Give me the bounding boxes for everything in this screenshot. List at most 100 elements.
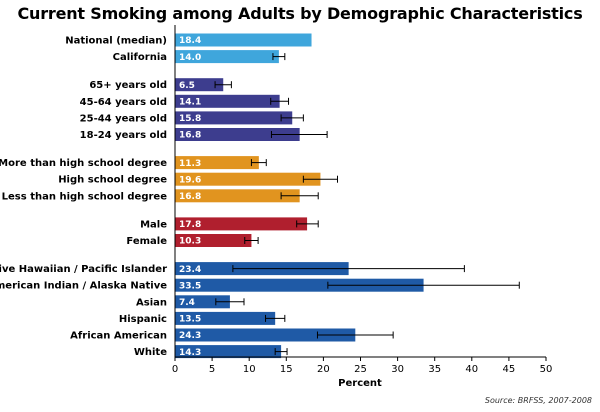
x-tick-label: 0 xyxy=(172,364,178,375)
bar-row: Male 17.8 xyxy=(140,217,319,231)
category-label: Native Hawaiian / Pacific Islander xyxy=(0,264,167,275)
bar xyxy=(175,128,300,141)
bar-value-label: 16.8 xyxy=(179,131,201,141)
bar-value-label: 10.3 xyxy=(179,237,201,247)
error-bar xyxy=(280,114,304,122)
category-label: More than high school degree xyxy=(0,158,167,169)
bar-row: Less than high school degree 16.8 xyxy=(2,189,319,203)
bar-value-label: 16.8 xyxy=(179,192,201,202)
bar-row: National (median) 18.4 xyxy=(65,33,312,47)
bar-value-label: 15.8 xyxy=(179,114,201,124)
category-label: Hispanic xyxy=(119,314,167,325)
x-tick-label: 15 xyxy=(280,364,293,375)
category-label: 18-24 years old xyxy=(80,130,167,141)
bar-value-label: 24.3 xyxy=(179,331,201,341)
bar-row: American Indian / Alaska Native 33.5 xyxy=(0,278,520,292)
category-label: 65+ years old xyxy=(89,80,167,91)
bar-value-label: 14.1 xyxy=(179,98,201,108)
error-bar xyxy=(214,81,232,89)
x-tick-label: 25 xyxy=(354,364,367,375)
chart-title: Current Smoking among Adults by Demograp… xyxy=(17,4,583,23)
error-bar xyxy=(272,53,286,61)
x-tick-label: 40 xyxy=(465,364,478,375)
error-bar xyxy=(316,331,394,339)
error-bar xyxy=(232,265,465,273)
category-label: National (median) xyxy=(65,36,167,47)
bar-row: 65+ years old 6.5 xyxy=(89,78,232,92)
bar-value-label: 14.3 xyxy=(179,348,201,358)
source-note: Source: BRFSS, 2007-2008 xyxy=(484,396,592,405)
error-bar xyxy=(274,348,288,356)
bar-row: African American 24.3 xyxy=(70,328,394,342)
bar-row: Asian 7.4 xyxy=(136,295,245,309)
bar xyxy=(175,172,321,186)
x-tick-label: 45 xyxy=(503,364,516,375)
bar-row: 45-64 years old 14.1 xyxy=(80,94,290,108)
bar-row: Female 10.3 xyxy=(126,234,259,247)
bar xyxy=(175,311,276,325)
x-axis: 0 5 10 15 20 25 30 35 40 45 50 xyxy=(172,25,553,375)
category-label: White xyxy=(134,347,167,358)
category-label: African American xyxy=(70,331,167,342)
bar-row: Hispanic 13.5 xyxy=(119,311,286,325)
category-label: California xyxy=(113,52,167,63)
bar xyxy=(175,111,293,125)
bar-value-label: 23.4 xyxy=(179,265,201,275)
error-bar xyxy=(265,314,286,322)
x-tick-label: 10 xyxy=(243,364,256,375)
x-axis-title: Percent xyxy=(338,378,382,389)
bar-row: White 14.3 xyxy=(134,345,288,359)
bar-row: California 14.0 xyxy=(113,50,286,64)
bar xyxy=(175,94,280,108)
error-bar xyxy=(302,175,338,183)
category-label: American Indian / Alaska Native xyxy=(0,281,167,292)
bar-value-label: 19.6 xyxy=(179,175,201,185)
bar-row: Native Hawaiian / Pacific Islander 23.4 xyxy=(0,262,465,276)
x-tick-label: 30 xyxy=(391,364,404,375)
bar-row: 25-44 years old 15.8 xyxy=(80,111,304,125)
bars-layer: National (median) 18.4 California 14.0 65+ y… xyxy=(0,33,520,359)
bar-value-label: 17.8 xyxy=(179,220,201,230)
bar-value-label: 18.4 xyxy=(179,36,201,46)
bar xyxy=(175,278,424,292)
bar-value-label: 33.5 xyxy=(179,281,201,291)
category-label: 45-64 years old xyxy=(80,97,167,108)
bar xyxy=(175,328,356,342)
bar xyxy=(175,345,282,359)
category-label: High school degree xyxy=(58,175,167,186)
x-tick-label: 20 xyxy=(317,364,330,375)
bar-row: More than high school degree 11.3 xyxy=(0,156,267,170)
error-bar xyxy=(327,281,520,289)
category-label: Male xyxy=(140,219,167,230)
bar-row: 18-24 years old 16.8 xyxy=(80,128,328,141)
error-bar xyxy=(270,97,290,105)
bar-value-label: 11.3 xyxy=(179,159,201,169)
category-label: Less than high school degree xyxy=(2,191,168,202)
bar-row: High school degree 19.6 xyxy=(58,172,338,186)
error-bar xyxy=(296,220,319,228)
category-label: Asian xyxy=(136,297,167,308)
bar xyxy=(175,78,224,92)
category-label: Female xyxy=(126,236,167,247)
bar xyxy=(175,217,308,231)
x-tick-label: 5 xyxy=(209,364,215,375)
bar xyxy=(175,156,259,170)
category-label: 25-44 years old xyxy=(80,113,167,124)
error-bar xyxy=(215,298,245,306)
error-bar xyxy=(244,237,259,244)
bar-value-label: 13.5 xyxy=(179,315,201,325)
bar-value-label: 7.4 xyxy=(179,298,195,308)
x-tick-label: 35 xyxy=(428,364,441,375)
x-tick-label: 50 xyxy=(540,364,553,375)
bar xyxy=(175,189,300,203)
bar xyxy=(175,33,312,47)
bar-value-label: 6.5 xyxy=(179,81,195,91)
bar xyxy=(175,234,252,247)
error-bar xyxy=(280,192,319,200)
error-bar xyxy=(270,131,328,138)
error-bar xyxy=(250,159,267,167)
bar-value-label: 14.0 xyxy=(179,53,201,63)
bar xyxy=(175,50,279,64)
